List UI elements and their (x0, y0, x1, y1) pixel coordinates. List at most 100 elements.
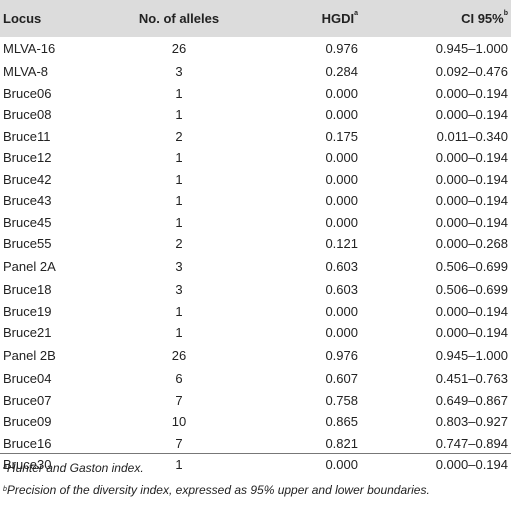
table-row: Bruce21 1 0.000 0.000–0.194 (0, 323, 511, 345)
cell-hgdi: 0.175 (325, 128, 358, 144)
header-hgdi-footnote-mark: a (354, 10, 358, 17)
table-row: Panel 2B 26 0.976 0.945–1.000 (0, 344, 511, 369)
header-ci-label: CI 95% (461, 11, 504, 26)
cell-ci: 0.945–1.000 (435, 348, 508, 364)
table-row: Bruce18 3 0.603 0.506–0.699 (0, 280, 511, 302)
cell-locus: Bruce06 (3, 85, 52, 101)
cell-alleles: 7 (175, 435, 183, 451)
cell-ci: 0.747–0.894 (435, 435, 508, 451)
cell-ci: 0.000–0.194 (435, 85, 508, 101)
cell-alleles: 3 (175, 64, 183, 80)
cell-alleles: 1 (175, 85, 183, 101)
cell-locus: Bruce04 (3, 371, 52, 387)
cell-ci: 0.945–1.000 (435, 41, 508, 57)
cell-alleles: 1 (175, 457, 183, 473)
table-body: MLVA-16 26 0.976 0.945–1.000 MLVA-8 3 0.284 0.0… (0, 37, 511, 476)
cell-hgdi: 0.000 (325, 107, 358, 123)
header-hgdi: HGDIa (255, 0, 364, 37)
table-row: Bruce04 6 0.607 0.451–0.763 (0, 369, 511, 391)
cell-alleles: 2 (175, 236, 183, 252)
table-row: Bruce19 1 0.000 0.000–0.194 (0, 301, 511, 323)
cell-ci: 0.000–0.194 (435, 325, 508, 341)
cell-hgdi: 0.758 (325, 392, 358, 408)
cell-locus: Bruce07 (3, 392, 52, 408)
cell-alleles: 10 (171, 414, 187, 430)
footnote-b: bPrecision of the diversity index, expre… (3, 479, 430, 501)
cell-hgdi: 0.000 (325, 193, 358, 209)
header-alleles: No. of alleles (138, 11, 220, 26)
header-row: Locus No. of alleles HGDIa CI 95%b (0, 0, 511, 37)
table-row: MLVA-8 3 0.284 0.092–0.476 (0, 62, 511, 84)
cell-hgdi: 0.821 (325, 435, 358, 451)
cell-ci: 0.803–0.927 (435, 414, 508, 430)
cell-ci: 0.092–0.476 (435, 64, 508, 80)
footnotes: aHunter and Gaston index. bPrecision of … (3, 457, 430, 501)
cell-alleles: 26 (171, 348, 187, 364)
cell-alleles: 1 (175, 303, 183, 319)
cell-locus: Bruce42 (3, 171, 52, 187)
cell-alleles: 1 (175, 150, 183, 166)
footnote-a: aHunter and Gaston index. (3, 457, 430, 479)
table-row: Bruce55 2 0.121 0.000–0.268 (0, 234, 511, 256)
header-locus: Locus (3, 11, 42, 26)
footnote-b-mark: b (3, 486, 7, 493)
table-header: Locus No. of alleles HGDIa CI 95%b (0, 0, 511, 37)
cell-locus: Bruce11 (3, 128, 51, 144)
table-row: Bruce30 1 0.000 0.000–0.194 (0, 455, 511, 477)
cell-hgdi: 0.976 (325, 41, 358, 57)
cell-hgdi: 0.000 (325, 457, 358, 473)
cell-locus: Bruce08 (3, 107, 52, 123)
cell-alleles: 1 (175, 325, 183, 341)
cell-hgdi: 0.976 (325, 348, 358, 364)
cell-hgdi: 0.000 (325, 303, 358, 319)
cell-alleles: 2 (175, 128, 183, 144)
cell-locus: Panel 2B (3, 348, 56, 364)
cell-alleles: 1 (175, 193, 183, 209)
cell-ci: 0.000–0.268 (435, 236, 508, 252)
header-hgdi-label: HGDI (321, 11, 355, 26)
cell-alleles: 3 (175, 259, 183, 275)
cell-locus: Bruce18 (3, 282, 52, 298)
cell-locus: MLVA-16 (3, 41, 56, 57)
cell-alleles: 1 (175, 214, 183, 230)
cell-hgdi: 0.121 (325, 236, 358, 252)
table-row: Bruce08 1 0.000 0.000–0.194 (0, 105, 511, 127)
table-bottom-rule (0, 453, 511, 454)
table-row: Bruce42 1 0.000 0.000–0.194 (0, 169, 511, 191)
footnote-a-text: Hunter and Gaston index. (6, 461, 144, 475)
table-row: MLVA-16 26 0.976 0.945–1.000 (0, 37, 511, 62)
cell-locus: MLVA-8 (3, 64, 49, 80)
cell-ci: 0.451–0.763 (435, 371, 508, 387)
cell-locus: Bruce19 (3, 303, 52, 319)
cell-alleles: 3 (175, 282, 183, 298)
footnote-a-mark: a (3, 464, 7, 471)
cell-hgdi: 0.000 (325, 150, 358, 166)
table-row: Bruce09 10 0.865 0.803–0.927 (0, 412, 511, 434)
cell-locus: Bruce55 (3, 236, 52, 252)
cell-locus: Bruce45 (3, 214, 52, 230)
cell-hgdi: 0.000 (325, 325, 358, 341)
cell-alleles: 1 (175, 107, 183, 123)
cell-locus: Bruce12 (3, 150, 52, 166)
cell-alleles: 1 (175, 171, 183, 187)
header-ci: CI 95%b (364, 0, 511, 37)
header-ci-footnote-mark: b (503, 10, 508, 17)
cell-hgdi: 0.000 (325, 171, 358, 187)
cell-hgdi: 0.284 (325, 64, 358, 80)
cell-locus: Bruce09 (3, 414, 52, 430)
cell-locus: Bruce30 (3, 457, 52, 473)
cell-hgdi: 0.000 (325, 214, 358, 230)
cell-ci: 0.000–0.194 (435, 150, 508, 166)
table-row: Bruce06 1 0.000 0.000–0.194 (0, 83, 511, 105)
table-row: Bruce43 1 0.000 0.000–0.194 (0, 191, 511, 213)
table-row: Bruce07 7 0.758 0.649–0.867 (0, 390, 511, 412)
allele-diversity-table: Locus No. of alleles HGDIa CI 95%b MLVA-… (0, 0, 511, 476)
cell-hgdi: 0.000 (325, 85, 358, 101)
cell-ci: 0.011–0.340 (436, 128, 508, 144)
cell-alleles: 26 (171, 41, 187, 57)
table-row: Panel 2A 3 0.603 0.506–0.699 (0, 255, 511, 280)
cell-ci: 0.000–0.194 (435, 171, 508, 187)
table-row: Bruce16 7 0.821 0.747–0.894 (0, 433, 511, 455)
footnote-b-text: Precision of the diversity index, expres… (6, 483, 430, 497)
